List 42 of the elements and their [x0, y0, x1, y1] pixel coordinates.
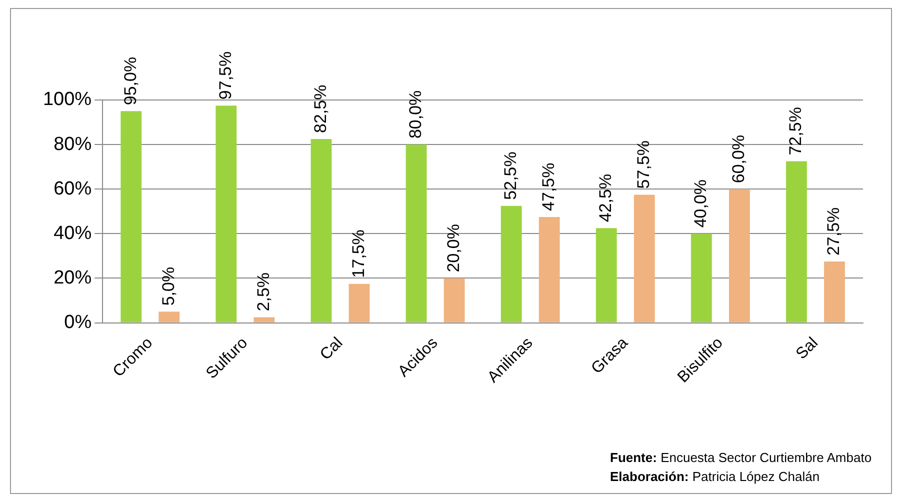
data-label: 17,5%: [348, 230, 368, 278]
data-label: 72,5%: [786, 107, 806, 156]
y-tick-label: 20%: [54, 267, 92, 288]
bar: [254, 317, 275, 322]
data-label: 82,5%: [310, 84, 330, 133]
data-label: 2,5%: [254, 272, 273, 312]
bar: [634, 194, 655, 322]
data-label: 47,5%: [539, 162, 558, 211]
bar: [158, 312, 180, 322]
bar: [824, 262, 845, 322]
bar: [406, 144, 427, 322]
data-label: 42,5%: [596, 174, 616, 222]
text: Elaboración: Patricia López Chalán: [610, 468, 821, 486]
bar: [216, 106, 237, 322]
bar: [596, 228, 617, 322]
bar: [120, 111, 142, 322]
y-tick-label: 80%: [54, 134, 92, 155]
data-label: 80,0%: [406, 90, 425, 139]
data-label: 95,0%: [120, 56, 140, 106]
bar: [690, 234, 712, 322]
y-tick-label: 100%: [42, 89, 92, 110]
data-label: 57,5%: [634, 140, 654, 189]
data-label: 40,0%: [691, 179, 710, 228]
source-note: Fuente: Encuesta Sector Curtiembre Ambato: [610, 449, 872, 467]
bar: [728, 189, 750, 322]
y-tick-label: 0%: [64, 312, 92, 334]
bar: [310, 138, 332, 322]
data-label: 97,5%: [216, 51, 235, 100]
x-tick-label: Sal: [793, 334, 822, 363]
bar: [538, 216, 560, 322]
bar: [786, 161, 807, 322]
data-label: 60,0%: [729, 134, 748, 184]
y-tick-label: 40%: [54, 222, 92, 244]
data-label: 27,5%: [824, 207, 844, 256]
data-label: 52,5%: [501, 152, 520, 200]
data-label: 5,0%: [158, 266, 178, 306]
bar: [444, 278, 465, 322]
bar: [500, 206, 522, 322]
bar: [348, 284, 370, 322]
y-tick-label: 60%: [54, 178, 92, 200]
x-tick-label: Cal: [317, 334, 346, 364]
data-label: 20,0%: [444, 224, 463, 272]
